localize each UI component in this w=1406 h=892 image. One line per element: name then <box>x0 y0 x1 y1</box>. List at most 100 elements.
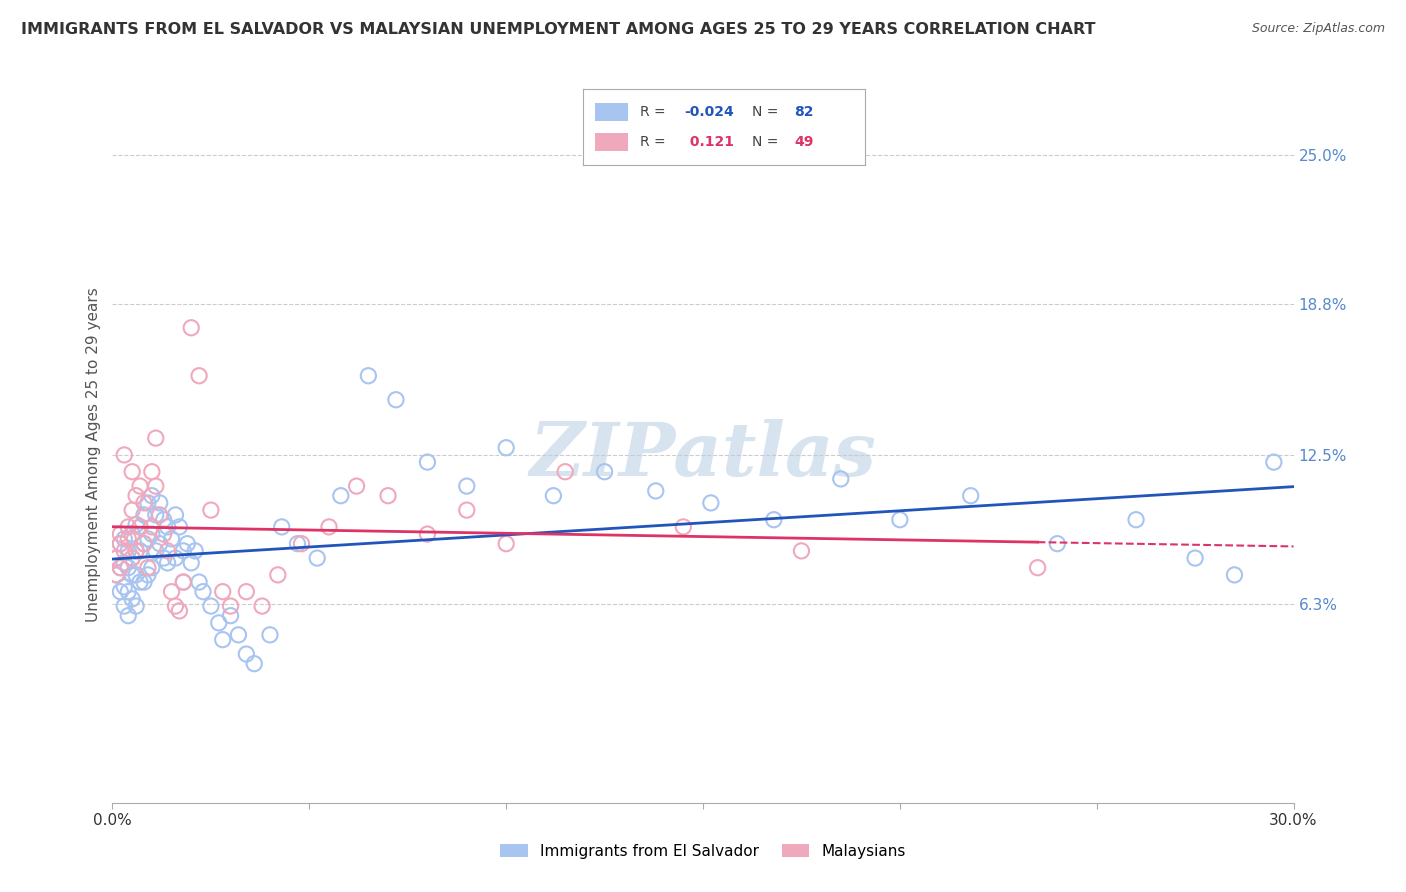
Malaysians <box>145 431 167 445</box>
Immigrants from El Salvador <box>112 532 135 546</box>
Malaysians <box>121 503 143 517</box>
Immigrants from El Salvador <box>117 560 139 574</box>
Immigrants from El Salvador <box>211 632 233 647</box>
Immigrants from El Salvador <box>700 496 723 510</box>
Malaysians <box>149 508 172 522</box>
Immigrants from El Salvador <box>959 489 981 503</box>
Malaysians <box>172 575 194 590</box>
Immigrants from El Salvador <box>141 560 163 574</box>
Immigrants from El Salvador <box>1223 567 1246 582</box>
Text: ZIPatlas: ZIPatlas <box>530 418 876 491</box>
Malaysians <box>129 520 152 534</box>
Malaysians <box>105 567 128 582</box>
Bar <box>595 103 628 121</box>
Immigrants from El Salvador <box>125 567 148 582</box>
Text: -0.024: -0.024 <box>685 105 734 119</box>
Text: Source: ZipAtlas.com: Source: ZipAtlas.com <box>1251 22 1385 36</box>
Immigrants from El Salvador <box>121 567 143 582</box>
Malaysians <box>105 551 128 566</box>
Immigrants from El Salvador <box>1184 551 1206 566</box>
Immigrants from El Salvador <box>125 599 148 613</box>
Immigrants from El Salvador <box>129 544 152 558</box>
Immigrants from El Salvador <box>110 537 132 551</box>
Text: 82: 82 <box>794 105 814 119</box>
Malaysians <box>132 496 155 510</box>
Malaysians <box>141 520 163 534</box>
Malaysians <box>156 544 179 558</box>
Malaysians <box>456 503 478 517</box>
Malaysians <box>132 537 155 551</box>
Immigrants from El Salvador <box>172 575 194 590</box>
Malaysians <box>110 537 132 551</box>
Immigrants from El Salvador <box>149 496 172 510</box>
Immigrants from El Salvador <box>169 520 191 534</box>
Legend: Immigrants from El Salvador, Malaysians: Immigrants from El Salvador, Malaysians <box>494 838 912 864</box>
Immigrants from El Salvador <box>259 628 281 642</box>
Immigrants from El Salvador <box>121 527 143 541</box>
Malaysians <box>554 465 576 479</box>
Immigrants from El Salvador <box>172 544 194 558</box>
Immigrants from El Salvador <box>117 608 139 623</box>
Malaysians <box>165 599 187 613</box>
Immigrants from El Salvador <box>495 441 517 455</box>
Immigrants from El Salvador <box>117 544 139 558</box>
Malaysians <box>152 527 174 541</box>
Immigrants from El Salvador <box>112 599 135 613</box>
Text: IMMIGRANTS FROM EL SALVADOR VS MALAYSIAN UNEMPLOYMENT AMONG AGES 25 TO 29 YEARS : IMMIGRANTS FROM EL SALVADOR VS MALAYSIAN… <box>21 22 1095 37</box>
Malaysians <box>211 584 233 599</box>
Malaysians <box>200 503 222 517</box>
Immigrants from El Salvador <box>156 556 179 570</box>
Malaysians <box>129 479 152 493</box>
Text: 0.121: 0.121 <box>685 136 734 149</box>
Immigrants from El Salvador <box>112 556 135 570</box>
Malaysians <box>141 465 163 479</box>
Malaysians <box>112 544 135 558</box>
Text: N =: N = <box>752 136 783 149</box>
Immigrants from El Salvador <box>176 537 198 551</box>
Immigrants from El Salvador <box>136 496 159 510</box>
Malaysians <box>672 520 695 534</box>
Immigrants from El Salvador <box>145 544 167 558</box>
Immigrants from El Salvador <box>329 489 352 503</box>
Immigrants from El Salvador <box>141 527 163 541</box>
Immigrants from El Salvador <box>132 537 155 551</box>
Immigrants from El Salvador <box>228 628 250 642</box>
Text: N =: N = <box>752 105 783 119</box>
Immigrants from El Salvador <box>156 520 179 534</box>
Immigrants from El Salvador <box>456 479 478 493</box>
Immigrants from El Salvador <box>160 532 183 546</box>
Malaysians <box>377 489 399 503</box>
Immigrants from El Salvador <box>129 520 152 534</box>
Immigrants from El Salvador <box>830 472 852 486</box>
Immigrants from El Salvador <box>762 513 785 527</box>
Immigrants from El Salvador <box>152 513 174 527</box>
Immigrants from El Salvador <box>136 532 159 546</box>
Y-axis label: Unemployment Among Ages 25 to 29 years: Unemployment Among Ages 25 to 29 years <box>86 287 101 623</box>
Text: R =: R = <box>640 136 673 149</box>
Malaysians <box>180 320 202 334</box>
Immigrants from El Salvador <box>105 567 128 582</box>
Immigrants from El Salvador <box>117 584 139 599</box>
Immigrants from El Salvador <box>219 608 242 623</box>
Immigrants from El Salvador <box>121 551 143 566</box>
Malaysians <box>121 465 143 479</box>
Immigrants from El Salvador <box>357 368 380 383</box>
Immigrants from El Salvador <box>1046 537 1069 551</box>
Immigrants from El Salvador <box>1125 513 1147 527</box>
Malaysians <box>169 604 191 618</box>
Malaysians <box>121 551 143 566</box>
Immigrants from El Salvador <box>188 575 211 590</box>
Immigrants from El Salvador <box>235 647 257 661</box>
Immigrants from El Salvador <box>385 392 408 407</box>
Immigrants from El Salvador <box>1263 455 1285 469</box>
Immigrants from El Salvador <box>112 580 135 594</box>
Immigrants from El Salvador <box>270 520 292 534</box>
Malaysians <box>267 567 290 582</box>
Immigrants from El Salvador <box>180 556 202 570</box>
Text: R =: R = <box>640 105 669 119</box>
Immigrants from El Salvador <box>208 615 231 630</box>
Malaysians <box>145 479 167 493</box>
Malaysians <box>416 527 439 541</box>
Immigrants from El Salvador <box>129 575 152 590</box>
Immigrants from El Salvador <box>132 508 155 522</box>
